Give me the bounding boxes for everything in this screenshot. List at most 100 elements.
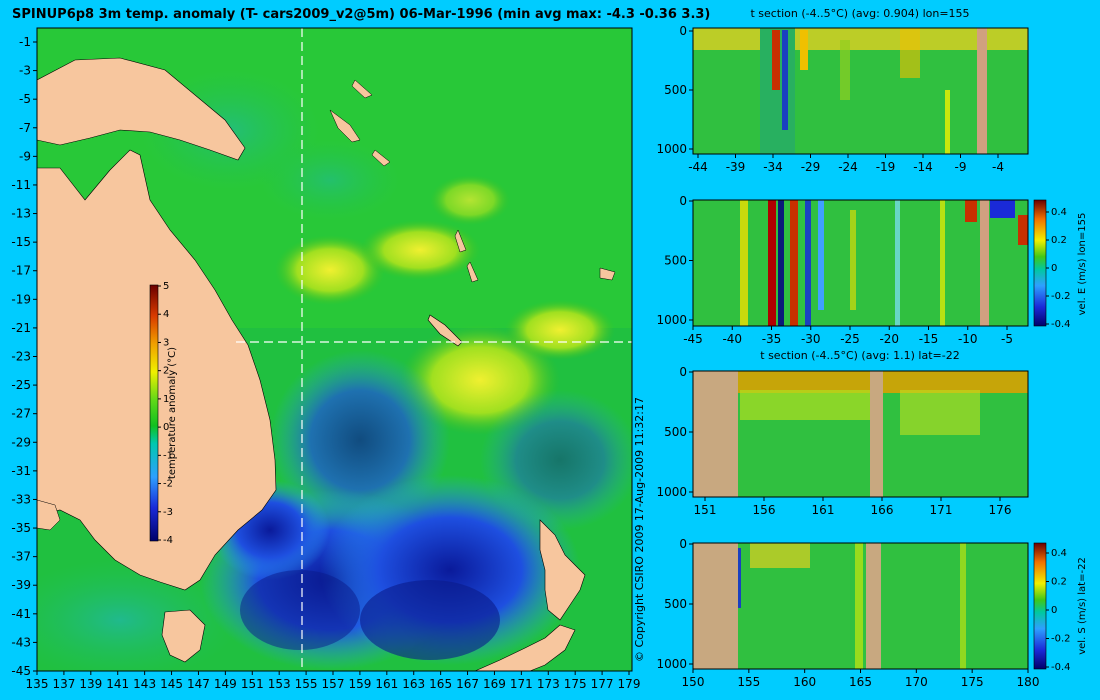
p2-x-tick-label: -15 — [919, 332, 939, 346]
map-y-tick-label: -7 — [19, 121, 31, 135]
p1-x-tick-label: -29 — [801, 160, 821, 174]
map-y-tick-label: -19 — [11, 292, 31, 306]
map-x-tick-label: 159 — [348, 677, 371, 691]
p2-y-tick-label: 0 — [679, 194, 687, 208]
map-x-tick-label: 143 — [133, 677, 156, 691]
section-panel-3: t section (-4..5°C) (avg: 1.1) lat=-22 1… — [656, 349, 1029, 517]
vel-colorbar-1 — [1033, 199, 1047, 327]
map-x-tick-label: 145 — [160, 677, 183, 691]
map-x-tick-label: 153 — [268, 677, 291, 691]
temp-colorbar-tick-label: 2 — [163, 366, 169, 377]
temp-colorbar-tick-label: 1 — [163, 394, 169, 405]
map-panel: 135 137 139 141 143 145 147 149 151 153 155 157 159 1… — [11, 27, 646, 691]
p4-x-tick-label: 175 — [961, 675, 984, 689]
map-x-tick-label: 141 — [106, 677, 129, 691]
map-x-tick-label: 161 — [375, 677, 398, 691]
map-x-tick-label: 173 — [537, 677, 560, 691]
land-new-zealand-north — [539, 519, 586, 621]
p2-x-tick-label: -40 — [722, 332, 742, 346]
p4-x-tick-label: 150 — [682, 675, 705, 689]
p4-y-tick-label: 1000 — [656, 657, 687, 671]
vel-colorbar-2-tick-label: -0.2 — [1051, 634, 1071, 645]
land-region — [693, 371, 738, 497]
p3-x-tick-label: 171 — [930, 503, 953, 517]
land-gap — [977, 28, 987, 154]
p2-x-tick-label: -25 — [840, 332, 860, 346]
map-x-tick-label: 165 — [429, 677, 452, 691]
map-x-tick-label: 139 — [79, 677, 102, 691]
vel-colorbar-1-tick-label: -0.2 — [1051, 291, 1071, 302]
p2-x-tick-label: -20 — [879, 332, 899, 346]
p4-x-tick-label: 165 — [849, 675, 872, 689]
map-x-axis: 135 137 139 141 143 145 147 149 151 153 155 157 159 1… — [26, 671, 641, 691]
map-y-tick-label: -35 — [11, 521, 31, 535]
map-x-tick-label: 179 — [618, 677, 641, 691]
p1-x-tick-label: -39 — [726, 160, 746, 174]
map-y-tick-label: -27 — [11, 407, 31, 421]
p3-x-tick-label: 166 — [871, 503, 894, 517]
map-x-tick-label: 169 — [483, 677, 506, 691]
p4-x-tick-label: 170 — [905, 675, 928, 689]
panel1-title: t section (-4..5°C) (avg: 0.904) lon=155 — [750, 7, 969, 20]
map-x-tick-label: 157 — [322, 677, 345, 691]
map-y-tick-label: -1 — [19, 35, 31, 49]
section-panel-4: 150 155 160 165 170 175 180 0 500 1000 0.4 0.2 0 -0.… — [656, 537, 1088, 689]
p1-x-tick-label: -14 — [913, 160, 933, 174]
land-new-guinea — [37, 57, 246, 161]
colorbar-label: temperature anomaly (°C) — [167, 347, 178, 479]
p1-x-tick-label: -24 — [838, 160, 858, 174]
vel-colorbar-2-tick-label: 0.2 — [1051, 577, 1067, 588]
p2-x-tick-label: -45 — [683, 332, 703, 346]
map-x-tick-label: 167 — [456, 677, 479, 691]
map-x-tick-label: 175 — [564, 677, 587, 691]
p2-y-tick-label: 1000 — [656, 313, 687, 327]
vel-colorbar-2 — [1033, 542, 1047, 670]
temp-colorbar-tick-label: 5 — [163, 281, 169, 292]
map-x-tick-label: 149 — [214, 677, 237, 691]
p4-y-tick-label: 500 — [664, 597, 687, 611]
vel-colorbar-1-tick-label: 0.2 — [1051, 235, 1067, 246]
map-x-tick-label: 137 — [52, 677, 75, 691]
p4-x-tick-label: 160 — [793, 675, 816, 689]
p3-y-tick-label: 1000 — [656, 485, 687, 499]
map-y-tick-label: -11 — [11, 178, 31, 192]
p1-y-tick-label: 1000 — [656, 142, 687, 156]
vel-colorbar-2-tick-label: -0.4 — [1051, 662, 1071, 673]
map-y-tick-label: -13 — [11, 207, 31, 221]
vel-colorbar-1-tick-label: 0 — [1051, 263, 1057, 274]
map-y-tick-label: -9 — [19, 149, 31, 163]
p2-x-tick-label: -30 — [801, 332, 821, 346]
map-title: SPINUP6p8 3m temp. anomaly (T- cars2009_… — [12, 7, 710, 22]
map-y-tick-label: -39 — [11, 578, 31, 592]
p1-x-tick-label: -4 — [992, 160, 1004, 174]
p1-y-tick-label: 500 — [664, 83, 687, 97]
vel-colorbar-2-tick-label: 0.4 — [1051, 548, 1067, 559]
p3-x-tick-label: 151 — [694, 503, 717, 517]
vel-colorbar-1-tick-label: 0.4 — [1051, 207, 1067, 218]
p4-y-tick-label: 0 — [679, 537, 687, 551]
map-x-tick-label: 171 — [510, 677, 533, 691]
map-y-tick-label: -5 — [19, 92, 31, 106]
p3-x-tick-label: 176 — [989, 503, 1012, 517]
map-y-tick-label: -31 — [11, 464, 31, 478]
map-colorbar: 5 4 3 2 1 0 -1 -2 -3 -4 temperature anomaly (°C) — [149, 281, 178, 546]
temp-colorbar-tick-label: 4 — [163, 309, 169, 320]
vel-colorbar-2-tick-label: 0 — [1051, 605, 1057, 616]
map-y-tick-label: -41 — [11, 607, 31, 621]
map-x-tick-label: 147 — [187, 677, 210, 691]
copyright: © Copyright CSIRO 2009 17-Aug-2009 11:32… — [633, 397, 646, 662]
map-y-tick-label: -43 — [11, 635, 31, 649]
p1-x-tick-label: -34 — [763, 160, 783, 174]
p3-y-tick-label: 500 — [664, 425, 687, 439]
map-x-tick-label: 135 — [26, 677, 49, 691]
p3-y-tick-label: 0 — [679, 365, 687, 379]
land-new-caledonia — [427, 314, 463, 347]
panel3-title: t section (-4..5°C) (avg: 1.1) lat=-22 — [760, 349, 959, 362]
section-panel-2: -45 -40 -35 -30 -25 -20 -15 -10 -5 0 500 1000 0.4 0.… — [656, 194, 1088, 346]
map-x-tick-label: 151 — [241, 677, 264, 691]
map-y-tick-label: -15 — [11, 235, 31, 249]
temp-colorbar-tick-label: -2 — [163, 479, 173, 490]
map-y-tick-label: -45 — [11, 664, 31, 678]
p2-x-tick-label: -10 — [958, 332, 978, 346]
